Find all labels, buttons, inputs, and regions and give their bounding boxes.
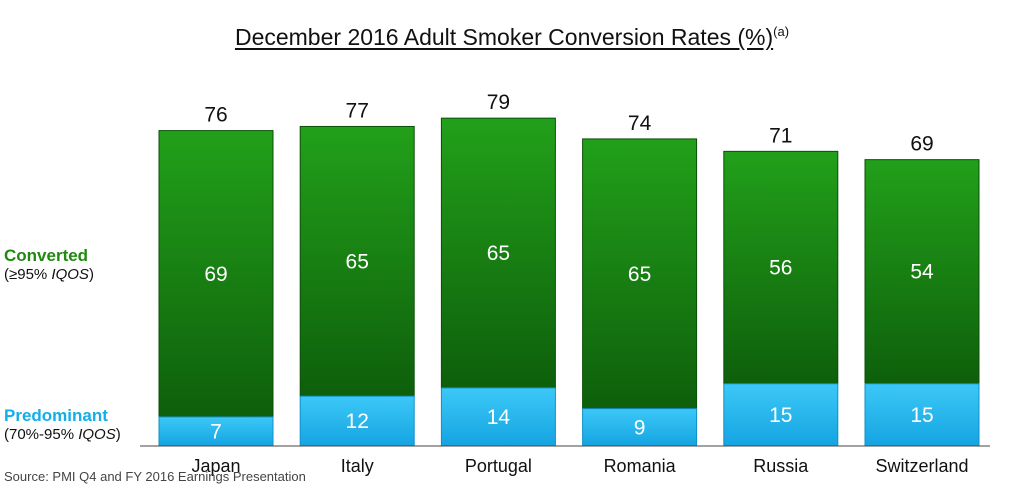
chart-title-text: December 2016 Adult Smoker Conversion Ra… bbox=[234, 24, 774, 50]
data-label-converted-portugal: 65 bbox=[487, 242, 510, 265]
data-label-predominant-japan: 7 bbox=[210, 420, 222, 443]
legend-converted-sub-product: IQOS bbox=[51, 266, 89, 283]
chart-title: December 2016 Adult Smoker Conversion Ra… bbox=[0, 24, 1024, 51]
bar-predominant-portugal bbox=[440, 387, 556, 447]
bar-predominant-japan bbox=[158, 416, 274, 447]
bar-converted-switzerland bbox=[864, 159, 980, 385]
data-label-converted-italy: 65 bbox=[346, 250, 369, 273]
data-label-converted-romania: 65 bbox=[628, 263, 651, 286]
legend-converted-title: Converted bbox=[4, 246, 89, 265]
bar-converted-romania bbox=[582, 138, 698, 410]
x-tick-label-romania: Romania bbox=[604, 456, 677, 476]
total-label-italy: 77 bbox=[346, 99, 369, 122]
bars-layer: 69 7 76 Japan 65 12 77 Italy 65 14 79 Portugal 65 9 74… bbox=[158, 91, 980, 476]
legend-converted-sub-prefix: (≥95% bbox=[4, 266, 52, 283]
x-tick-label-italy: Italy bbox=[341, 456, 374, 476]
legend-converted: Converted (≥95% IQOS) bbox=[4, 246, 94, 284]
data-label-predominant-russia: 15 bbox=[769, 404, 792, 427]
legend-predominant-sub-prefix: (70%-95% bbox=[4, 426, 79, 443]
source-note: Source: PMI Q4 and FY 2016 Earnings Pres… bbox=[4, 469, 306, 484]
x-tick-label-switzerland: Switzerland bbox=[875, 456, 968, 476]
total-label-russia: 71 bbox=[769, 124, 792, 147]
x-tick-label-portugal: Portugal bbox=[465, 456, 532, 476]
data-label-converted-switzerland: 54 bbox=[910, 261, 934, 284]
data-label-converted-japan: 69 bbox=[204, 263, 227, 286]
data-label-predominant-romania: 9 bbox=[634, 416, 646, 439]
data-label-predominant-italy: 12 bbox=[346, 410, 369, 433]
bar-converted-japan bbox=[158, 130, 274, 418]
data-label-predominant-portugal: 14 bbox=[487, 406, 511, 429]
legend-predominant-sub-product: IQOS bbox=[78, 426, 116, 443]
bar-converted-portugal bbox=[440, 117, 556, 389]
x-tick-label-russia: Russia bbox=[753, 456, 809, 476]
legend-predominant-title: Predominant bbox=[4, 406, 108, 425]
data-label-converted-russia: 56 bbox=[769, 257, 792, 280]
legend-converted-subtitle: (≥95% IQOS) bbox=[4, 265, 94, 284]
bar-predominant-italy bbox=[299, 395, 415, 447]
chart-title-footnote-marker: (a) bbox=[773, 24, 790, 39]
total-label-japan: 76 bbox=[204, 104, 227, 127]
bar-converted-italy bbox=[299, 125, 415, 397]
total-label-portugal: 79 bbox=[487, 91, 510, 114]
x-tick-label-japan: Japan bbox=[191, 456, 240, 476]
data-label-predominant-switzerland: 15 bbox=[910, 404, 933, 427]
legend-predominant-subtitle: (70%-95% IQOS) bbox=[4, 425, 121, 444]
total-label-switzerland: 69 bbox=[910, 133, 933, 156]
bar-converted-russia bbox=[723, 150, 839, 385]
legend-converted-sub-suffix: ) bbox=[88, 266, 94, 283]
legend-predominant: Predominant (70%-95% IQOS) bbox=[4, 406, 121, 444]
total-label-romania: 74 bbox=[628, 112, 652, 135]
bar-predominant-switzerland bbox=[864, 383, 980, 447]
legend-predominant-sub-suffix: ) bbox=[115, 426, 121, 443]
bar-predominant-romania bbox=[582, 408, 698, 447]
